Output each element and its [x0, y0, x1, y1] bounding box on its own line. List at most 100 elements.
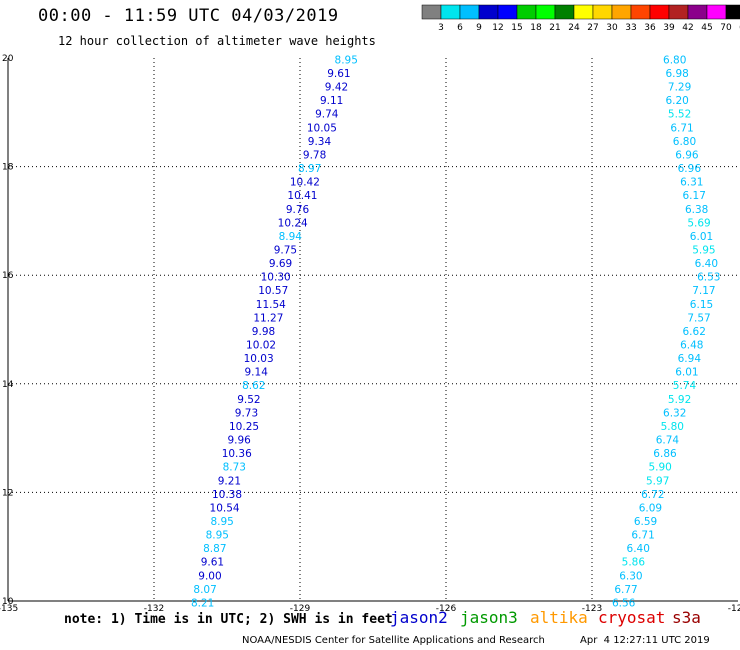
colorbar-label: 3 [438, 23, 444, 33]
altika-swh-label: 9.96 [227, 435, 251, 447]
altika-swh-label: 8.95 [335, 54, 358, 66]
jason3-swh-label: 6.40 [695, 258, 718, 270]
altika-swh-label: 10.24 [278, 217, 308, 229]
jason3-swh-label: 6.01 [690, 231, 713, 243]
altika-swh-label: 8.95 [210, 516, 233, 528]
jason3-swh-label: 7.29 [668, 82, 691, 94]
colorbar-swatch [497, 4, 518, 20]
altika-swh-label: 10.25 [229, 421, 259, 433]
legend-item-s3a: s3a [672, 608, 701, 627]
colorbar-label: 24 [568, 23, 580, 33]
jason3-swh-label: 5.95 [692, 244, 715, 256]
colorbar-swatch [668, 4, 689, 20]
colorbar-label: 36 [644, 23, 656, 33]
jason3-swh-label: 6.77 [614, 584, 637, 596]
jason3-swh-label: 6.40 [627, 543, 650, 555]
x-tick-label: -126 [436, 604, 457, 614]
jason3-swh-label: 6.09 [639, 502, 662, 514]
altika-swh-label: 9.74 [315, 109, 339, 121]
altika-swh-label: 9.11 [320, 95, 343, 107]
colorbar-label: 27 [587, 23, 598, 33]
altika-swh-label: 10.36 [222, 448, 252, 460]
altika-swh-label: 10.30 [261, 272, 291, 284]
jason3-swh-label: 6.94 [678, 353, 702, 365]
colorbar-swatch [573, 4, 594, 20]
jason3-swh-label: 6.48 [680, 340, 703, 352]
jason3-swh-label: 5.92 [668, 394, 691, 406]
altika-swh-label: 9.14 [245, 367, 269, 379]
altika-swh-label: 9.75 [274, 244, 297, 256]
jason3-swh-label: 6.15 [690, 299, 713, 311]
x-tick-label: -132 [144, 604, 164, 614]
jason3-swh-label: 5.97 [646, 475, 669, 487]
legend-item-jason3: jason3 [460, 608, 518, 627]
jason3-swh-label: 6.86 [653, 448, 677, 460]
y-tick-label: 10 [2, 597, 14, 607]
jason3-swh-label: 6.38 [685, 204, 708, 216]
jason3-swh-label: 6.98 [665, 68, 688, 80]
colorbar-label: 30 [606, 23, 618, 33]
jason3-swh-label: 5.52 [668, 109, 691, 121]
colorbar-swatch [592, 4, 613, 20]
colorbar-label: 12 [492, 23, 503, 33]
jason3-swh-label: 6.20 [665, 95, 688, 107]
jason3-swh-label: 6.31 [680, 177, 703, 189]
altika-swh-label: 10.57 [258, 285, 288, 297]
altika-swh-label: 10.41 [287, 190, 317, 202]
altika-swh-label: 9.69 [269, 258, 292, 270]
jason3-swh-label: 6.71 [631, 530, 654, 542]
colorbar-label: 6 [457, 23, 463, 33]
chart-note: note: 1) Time is in UTC; 2) SWH is in fe… [64, 612, 393, 627]
colorbar-label: 70 [720, 23, 732, 33]
altika-swh-label: 10.02 [246, 340, 276, 352]
altika-swh-label: 8.87 [203, 543, 226, 555]
altika-swh-label: 9.73 [235, 407, 258, 419]
altika-swh-label: 9.98 [252, 326, 275, 338]
altika-swh-label: 8.07 [193, 584, 216, 596]
footer-credit: NOAA/NESDIS Center for Satellite Applica… [242, 635, 545, 646]
jason3-swh-label: 7.17 [692, 285, 715, 297]
altika-swh-label: 8.62 [242, 380, 265, 392]
altika-swh-label: 9.52 [237, 394, 260, 406]
colorbar-label: 15 [511, 23, 522, 33]
colorbar-label: 33 [625, 23, 636, 33]
altika-swh-label: 11.54 [256, 299, 286, 311]
jason3-swh-label: 6.80 [663, 54, 686, 66]
altika-swh-label: 9.42 [325, 82, 348, 94]
colorbar-label: 42 [682, 23, 693, 33]
colorbar-label: 45 [701, 23, 712, 33]
altika-swh-label: 10.05 [307, 122, 337, 134]
jason3-swh-label: 6.62 [683, 326, 706, 338]
x-tick-label: -129 [290, 604, 311, 614]
colorbar-swatch [630, 4, 651, 20]
y-tick-label: 18 [2, 163, 14, 173]
colorbar-swatch [459, 4, 480, 20]
x-tick-label: -123 [582, 604, 602, 614]
chart-title: 00:00 - 11:59 UTC 04/03/2019 [38, 6, 339, 26]
y-tick-label: 16 [2, 271, 14, 281]
altika-swh-label: 9.34 [308, 136, 332, 148]
jason3-swh-label: 6.74 [656, 435, 680, 447]
altika-swh-label: 11.27 [253, 312, 283, 324]
legend-item-jason2: jason2 [390, 608, 448, 627]
jason3-swh-label: 6.96 [678, 163, 702, 175]
colorbar-swatch [611, 4, 632, 20]
colorbar-swatch [706, 4, 727, 20]
chart-subtitle: 12 hour collection of altimeter wave hei… [58, 34, 376, 48]
jason3-swh-label: 6.56 [612, 597, 636, 609]
jason3-swh-label: 6.30 [619, 570, 642, 582]
plot-grid [8, 58, 738, 601]
jason3-swh-label: 6.32 [663, 407, 686, 419]
x-tick-label: -135 [0, 604, 18, 614]
altika-swh-label: 9.76 [286, 204, 310, 216]
jason3-swh-label: 5.69 [687, 217, 710, 229]
jason3-swh-label: 6.53 [697, 272, 720, 284]
y-tick-label: 14 [2, 380, 14, 390]
altika-swh-label: 10.42 [290, 177, 320, 189]
altika-swh-label: 9.61 [201, 557, 224, 569]
jason3-swh-label: 6.96 [675, 149, 699, 161]
colorbar-label: 39 [663, 23, 675, 33]
